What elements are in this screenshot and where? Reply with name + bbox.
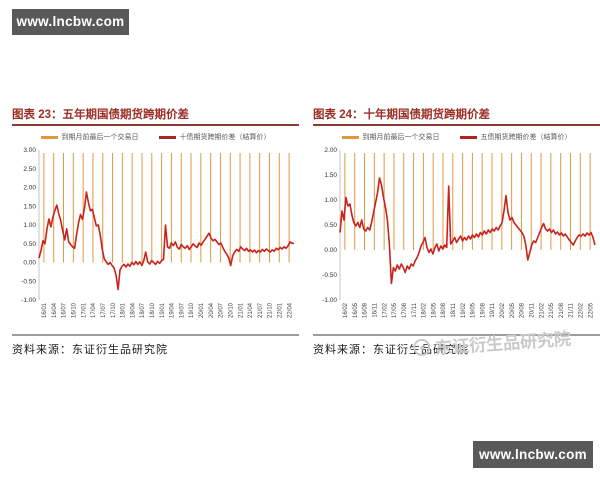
legend-label: 十债期货跨期价差（结算价） <box>179 134 271 141</box>
svg-text:21/07: 21/07 <box>258 302 264 318</box>
svg-text:16/01: 16/01 <box>42 302 48 318</box>
svg-text:20/04: 20/04 <box>209 302 215 318</box>
svg-text:21/10: 21/10 <box>268 302 274 318</box>
svg-text:2.00: 2.00 <box>23 185 36 192</box>
svg-text:20/02: 20/02 <box>500 302 506 318</box>
svg-text:0.50: 0.50 <box>23 241 36 248</box>
svg-text:18/02: 18/02 <box>422 302 428 318</box>
svg-text:22/01: 22/01 <box>277 302 283 318</box>
svg-text:1.50: 1.50 <box>23 203 36 210</box>
svg-text:18/10: 18/10 <box>150 302 156 318</box>
chart-title-10y: 图表 24：十年期国债期货跨期价差 <box>313 109 490 121</box>
svg-text:1.00: 1.00 <box>23 222 36 229</box>
svg-text:19/02: 19/02 <box>461 302 467 318</box>
svg-text:3.00: 3.00 <box>23 147 36 154</box>
legend-swatch-orange-line-icon <box>40 135 58 139</box>
svg-text:21/02: 21/02 <box>539 302 545 318</box>
svg-text:16/05: 16/05 <box>353 302 359 318</box>
website-banner-top[interactable]: www.lncbw.com <box>12 9 129 35</box>
svg-text:17/04: 17/04 <box>91 302 97 318</box>
chart-panel-5y: 图表 23：五年期国债期货跨期价差 到期月前最后一个交易日 十债期货跨期价差（结… <box>12 106 299 357</box>
svg-text:16/07: 16/07 <box>62 302 68 318</box>
svg-text:17/02: 17/02 <box>382 302 388 318</box>
svg-text:21/05: 21/05 <box>549 302 555 318</box>
svg-text:1.50: 1.50 <box>324 172 337 179</box>
svg-text:0.00: 0.00 <box>23 260 36 267</box>
chart-legend: 到期月前最后一个交易日 十债期货跨期价差（结算价） <box>12 132 299 142</box>
legend-item-spread-series: 五债期货跨期价差（结算价） <box>459 132 572 142</box>
line-chart-5y-spread: 3.00 2.50 2.00 1.50 1.00 0.50 0.00 -0.50 -1.00 16… <box>21 147 295 318</box>
svg-text:21/01: 21/01 <box>238 302 244 318</box>
charts-row: 图表 23：五年期国债期货跨期价差 到期月前最后一个交易日 十债期货跨期价差（结… <box>12 106 600 357</box>
source-note: 资料来源：东证衍生品研究院 <box>313 344 469 356</box>
svg-text:-1.00: -1.00 <box>21 297 36 304</box>
source-divider <box>12 334 299 336</box>
source-note: 资料来源：东证衍生品研究院 <box>12 344 168 356</box>
legend-item-spread-series: 十债期货跨期价差（结算价） <box>158 132 271 142</box>
svg-text:17/08: 17/08 <box>402 302 408 318</box>
svg-text:16/11: 16/11 <box>373 302 379 317</box>
svg-text:18/05: 18/05 <box>431 302 437 318</box>
svg-text:16/08: 16/08 <box>363 302 369 318</box>
svg-text:16/02: 16/02 <box>343 302 349 318</box>
svg-text:18/11: 18/11 <box>451 302 457 317</box>
svg-text:17/11: 17/11 <box>412 302 418 317</box>
svg-text:-0.50: -0.50 <box>21 278 36 285</box>
svg-text:22/05: 22/05 <box>588 302 594 318</box>
svg-text:0.00: 0.00 <box>324 247 337 254</box>
line-chart-10y-spread: 2.00 1.50 1.00 0.50 0.00 -0.50 -1.00 16/02 16/05… <box>322 147 596 318</box>
svg-text:22/04: 22/04 <box>287 302 293 318</box>
legend-item-expiry-day: 到期月前最后一个交易日 <box>40 132 139 142</box>
legend-item-expiry-day: 到期月前最后一个交易日 <box>341 132 440 142</box>
svg-text:-0.50: -0.50 <box>322 272 337 279</box>
svg-text:18/04: 18/04 <box>130 302 136 318</box>
svg-text:16/10: 16/10 <box>72 302 78 318</box>
svg-text:19/10: 19/10 <box>189 302 195 318</box>
title-underline <box>12 124 299 126</box>
svg-text:2.00: 2.00 <box>324 147 337 154</box>
svg-text:20/11: 20/11 <box>529 302 535 317</box>
svg-text:18/01: 18/01 <box>121 302 127 318</box>
svg-text:2.50: 2.50 <box>23 166 36 173</box>
svg-text:17/01: 17/01 <box>81 302 87 318</box>
legend-label: 五债期货跨期价差（结算价） <box>480 134 572 141</box>
svg-text:21/08: 21/08 <box>559 302 565 318</box>
svg-text:20/01: 20/01 <box>199 302 205 318</box>
svg-text:19/11: 19/11 <box>490 302 496 317</box>
svg-text:19/01: 19/01 <box>160 302 166 318</box>
svg-text:17/05: 17/05 <box>392 302 398 318</box>
svg-text:17/10: 17/10 <box>111 302 117 318</box>
chart-legend: 到期月前最后一个交易日 五债期货跨期价差（结算价） <box>313 132 600 142</box>
svg-text:20/08: 20/08 <box>520 302 526 318</box>
legend-swatch-red-line-icon <box>459 135 477 139</box>
svg-text:21/04: 21/04 <box>248 302 254 318</box>
svg-text:1.00: 1.00 <box>324 197 337 204</box>
svg-text:17/07: 17/07 <box>101 302 107 318</box>
svg-text:18/08: 18/08 <box>441 302 447 318</box>
svg-text:20/10: 20/10 <box>228 302 234 318</box>
svg-text:20/05: 20/05 <box>510 302 516 318</box>
legend-swatch-red-line-icon <box>158 135 176 139</box>
svg-text:19/04: 19/04 <box>170 302 176 318</box>
svg-text:20/07: 20/07 <box>219 302 225 318</box>
source-divider <box>313 334 600 336</box>
svg-text:16/04: 16/04 <box>52 302 58 318</box>
title-underline <box>313 124 600 126</box>
chart-title-5y: 图表 23：五年期国债期货跨期价差 <box>12 109 189 121</box>
svg-text:19/05: 19/05 <box>471 302 477 318</box>
svg-text:19/07: 19/07 <box>179 302 185 318</box>
legend-label: 到期月前最后一个交易日 <box>362 134 440 141</box>
svg-text:21/11: 21/11 <box>569 302 575 317</box>
svg-text:22/02: 22/02 <box>578 302 584 318</box>
chart-panel-10y: 图表 24：十年期国债期货跨期价差 到期月前最后一个交易日 五债期货跨期价差（结… <box>313 106 600 357</box>
svg-text:19/08: 19/08 <box>480 302 486 318</box>
svg-text:18/07: 18/07 <box>140 302 146 318</box>
legend-swatch-orange-line-icon <box>341 135 359 139</box>
svg-text:-1.00: -1.00 <box>322 297 337 304</box>
svg-text:0.50: 0.50 <box>324 222 337 229</box>
website-banner-bottom[interactable]: www.lncbw.com <box>473 441 593 468</box>
legend-label: 到期月前最后一个交易日 <box>61 134 139 141</box>
